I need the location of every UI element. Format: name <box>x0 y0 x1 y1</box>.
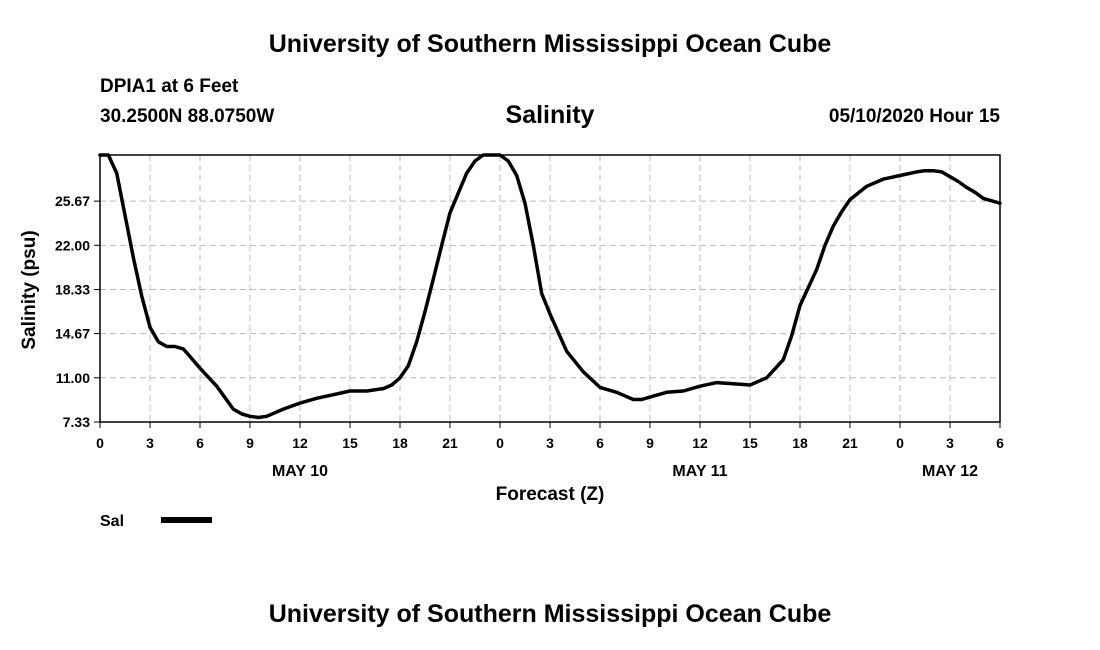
x-tick-label: 21 <box>442 435 458 451</box>
legend: Sal <box>100 513 212 530</box>
x-tick-label: 3 <box>946 435 954 451</box>
x-tick-label: 3 <box>546 435 554 451</box>
x-axis-label: Forecast (Z) <box>496 484 605 505</box>
x-tick-label: 6 <box>596 435 604 451</box>
footer-title: University of Southern Mississippi Ocean… <box>268 600 832 628</box>
chart-title: Salinity <box>505 101 595 129</box>
station-name: DPIA1 at 6 Feet <box>100 76 239 97</box>
axes: 0 3 6 9 12 15 18 21 0 3 6 9 12 15 18 21 0 3 6 7.33 11.00 14.6… <box>55 193 1004 480</box>
y-tick-label: 7.33 <box>63 414 90 430</box>
station-coordinates: 30.2500N 88.0750W <box>100 106 275 127</box>
x-tick-label: 12 <box>692 435 708 451</box>
y-tick-label: 14.67 <box>55 326 90 342</box>
grid-lines <box>100 155 1000 422</box>
x-tick-label: 18 <box>392 435 408 451</box>
y-axis-label: Salinity (psu) <box>19 230 40 349</box>
y-tick-label: 18.33 <box>55 282 90 298</box>
forecast-datetime: 05/10/2020 Hour 15 <box>828 106 1000 127</box>
x-tick-label: 0 <box>496 435 504 451</box>
page-title: University of Southern Mississippi Ocean… <box>268 30 832 58</box>
day-label: MAY 10 <box>272 463 328 480</box>
x-tick-label: 0 <box>896 435 904 451</box>
day-label: MAY 12 <box>922 463 978 480</box>
series-layer <box>98 153 1002 420</box>
x-tick-label: 9 <box>646 435 654 451</box>
x-tick-label: 15 <box>742 435 758 451</box>
x-tick-label: 9 <box>246 435 254 451</box>
series-line-sal <box>98 153 1002 420</box>
y-tick-label: 22.00 <box>55 237 90 253</box>
y-tick-label: 11.00 <box>56 370 90 386</box>
x-tick-label: 18 <box>792 435 808 451</box>
x-tick-label: 6 <box>996 435 1004 451</box>
x-tick-label: 6 <box>196 435 204 451</box>
x-tick-label: 21 <box>842 435 858 451</box>
day-label: MAY 11 <box>672 463 727 480</box>
x-tick-label: 15 <box>342 435 358 451</box>
x-tick-label: 0 <box>96 435 104 451</box>
x-tick-label: 3 <box>146 435 154 451</box>
legend-label-sal: Sal <box>100 513 124 530</box>
x-tick-label: 12 <box>292 435 308 451</box>
y-tick-label: 25.67 <box>55 193 90 209</box>
